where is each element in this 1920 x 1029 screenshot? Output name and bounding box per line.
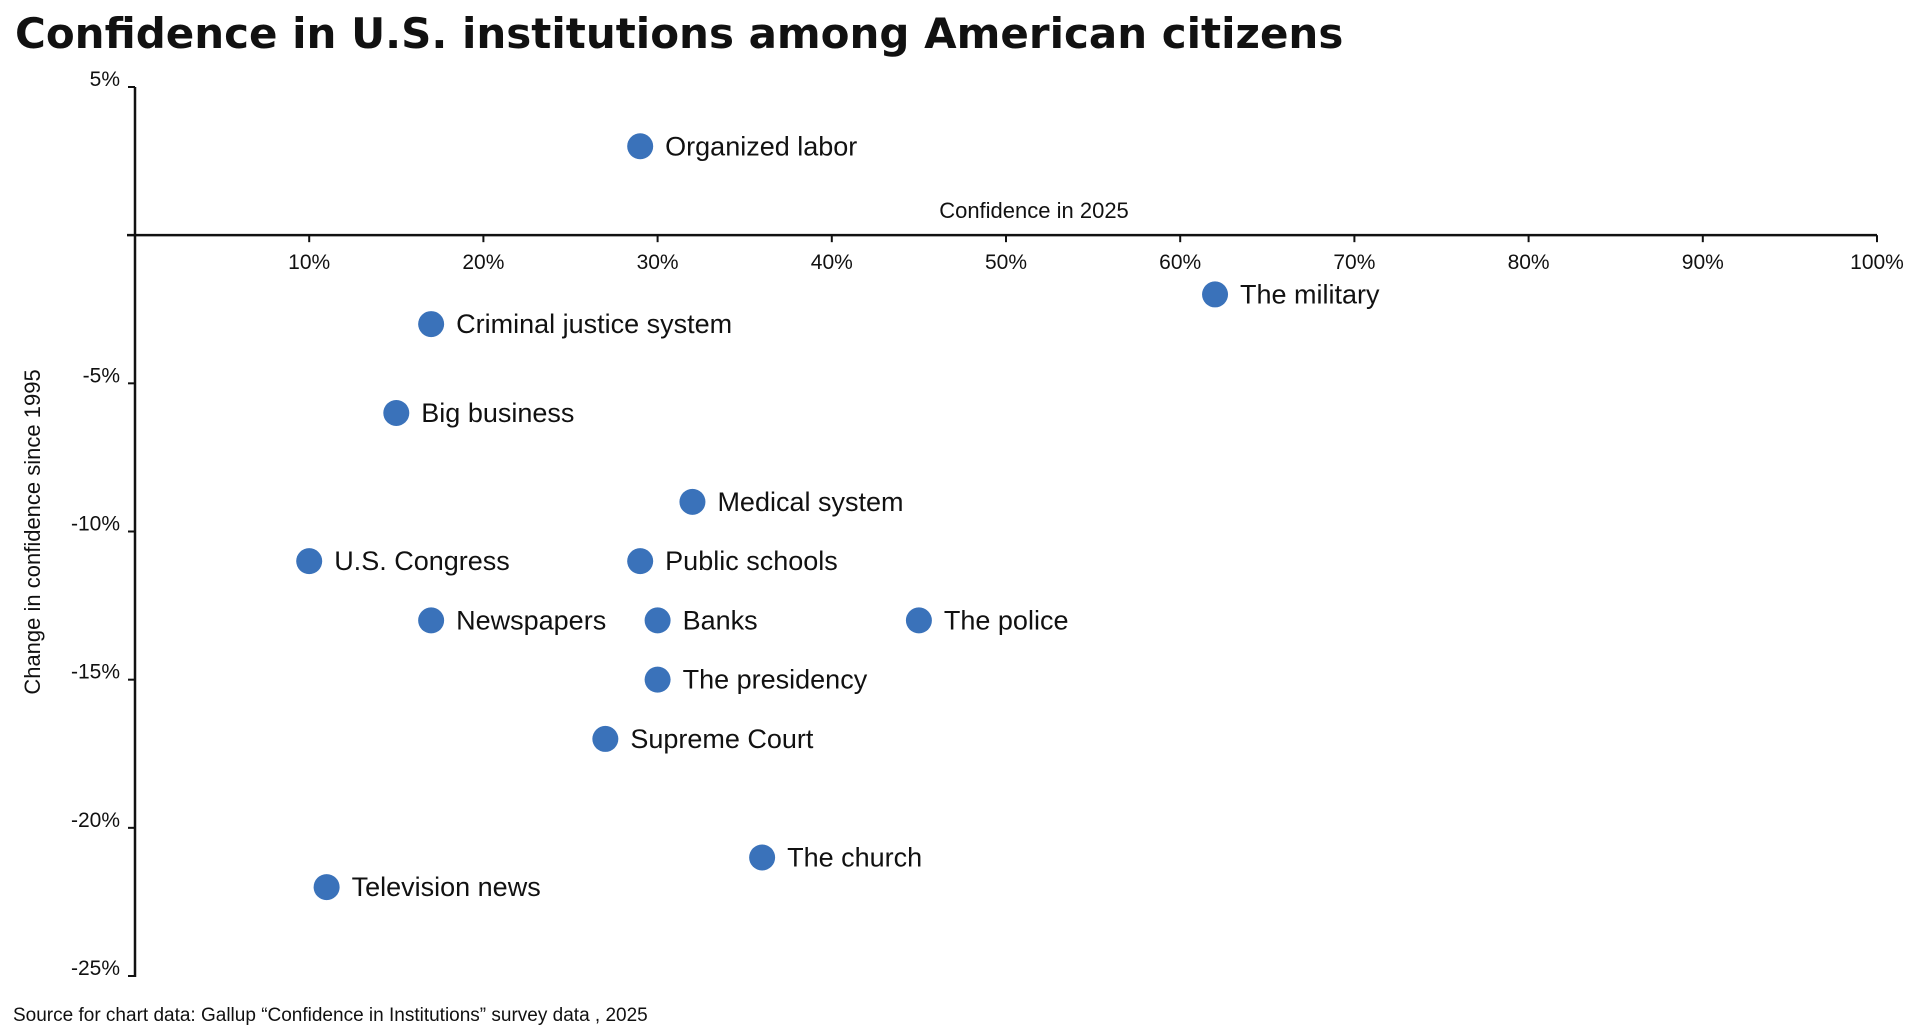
x-tick-label: 20% [462,251,504,274]
data-point [749,844,776,871]
data-point [679,488,706,515]
x-tick-label: 60% [1159,251,1201,274]
data-point [296,548,323,575]
data-point-label: Criminal justice system [456,309,732,339]
axis-ticks: 10% 20% 30% 40% 50% 60% 70% 80% 90% 100% 5% -5% -10%… [71,68,1904,980]
y-tick-label: -10% [71,513,120,536]
data-points: Organized labor The military Criminal just… [296,131,1380,902]
data-point-label: Organized labor [665,131,857,161]
data-point-label: Public schools [665,546,838,576]
y-tick-label: -5% [83,364,120,387]
data-point [644,666,671,693]
data-point [418,607,445,634]
data-point-label: The presidency [683,665,868,695]
x-tick-label: 10% [288,251,330,274]
data-point [1202,281,1229,308]
x-tick-label: 100% [1850,251,1904,274]
y-axis-title: Change in confidence since 1995 [20,369,45,694]
data-point-label: The police [944,605,1069,635]
data-point [627,133,654,160]
chart-title: Confidence in U.S. institutions among Am… [15,9,1344,58]
data-point-label: Medical system [717,487,903,517]
data-point [905,607,932,634]
data-point-label: The military [1240,279,1380,309]
x-tick-label: 40% [811,251,853,274]
y-tick-label: -15% [71,661,120,684]
x-tick-label: 90% [1682,251,1724,274]
x-tick-label: 30% [637,251,679,274]
y-tick-label: 5% [90,68,120,91]
x-tick-label: 70% [1333,251,1375,274]
data-point [627,548,654,575]
x-tick-label: 80% [1508,251,1550,274]
data-point [313,874,340,901]
data-point-label: The church [787,842,922,872]
x-tick-label: 50% [985,251,1027,274]
data-point-label: Newspapers [456,605,606,635]
data-point [592,725,619,752]
source-note: Source for chart data: Gallup “Confidenc… [13,1005,648,1026]
data-point-label: Supreme Court [630,724,814,754]
data-point [418,311,445,338]
data-point [383,399,410,426]
y-tick-label: -25% [71,957,120,980]
data-point-label: U.S. Congress [334,546,510,576]
data-point-label: Television news [352,872,541,902]
x-axis-title: Confidence in 2025 [939,198,1129,223]
data-point-label: Big business [421,398,574,428]
data-point-label: Banks [683,605,758,635]
y-tick-label: -20% [71,809,120,832]
data-point [644,607,671,634]
